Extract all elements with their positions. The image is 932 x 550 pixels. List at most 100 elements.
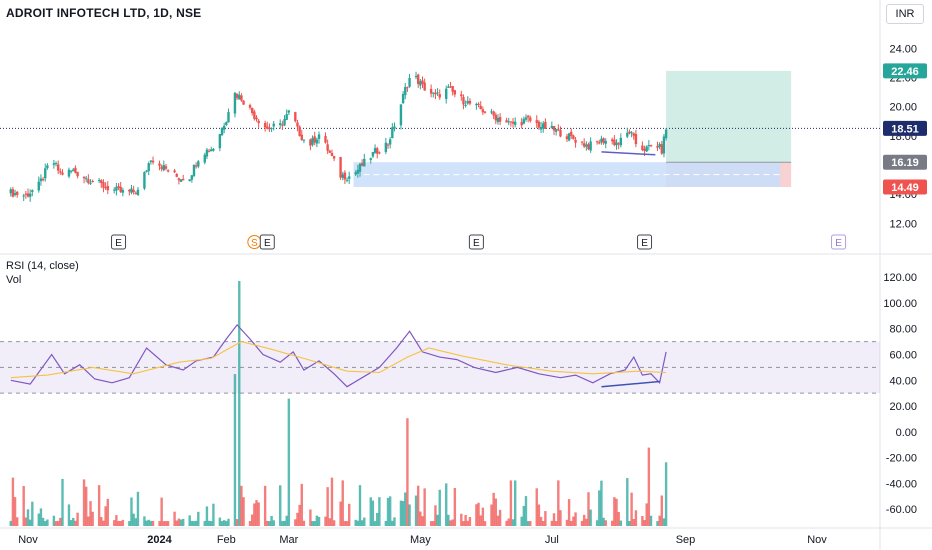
volume-bar: [567, 499, 571, 526]
candle-body: [72, 169, 75, 172]
candle: [662, 134, 666, 158]
earnings-event-marker[interactable]: E: [637, 234, 653, 250]
candle: [552, 125, 556, 136]
candle-body: [369, 158, 372, 160]
volume-bar: [54, 521, 58, 526]
candle-body: [330, 152, 334, 156]
volume-bar: [250, 514, 254, 526]
candle: [72, 167, 75, 172]
earnings-event-marker[interactable]: E: [831, 234, 847, 250]
candle-body: [89, 182, 92, 184]
rsi-axis-tick: -20.00: [886, 453, 917, 465]
volume-bar: [46, 519, 49, 526]
split-event-marker[interactable]: S: [247, 235, 262, 250]
volume-bar: [117, 520, 120, 526]
volume-bar: [649, 515, 653, 526]
candle-body: [378, 152, 381, 154]
candle-body: [559, 130, 562, 137]
candle-body: [468, 100, 472, 104]
volume-bar: [56, 520, 60, 526]
volume-bar: [345, 521, 349, 526]
candle-body: [554, 129, 558, 132]
symbol-title[interactable]: ADROIT INFOTECH LTD, 1D, NSE: [6, 6, 202, 20]
volume-bar: [220, 521, 224, 526]
candle-body: [197, 161, 200, 167]
candle-body: [664, 129, 668, 139]
volume-bar: [565, 519, 569, 526]
volume-bar: [242, 497, 245, 526]
candle: [384, 137, 388, 155]
candle: [242, 100, 245, 106]
volume-bar: [91, 511, 94, 526]
volume-bar: [464, 515, 467, 526]
candle-body: [281, 124, 284, 126]
candle: [505, 117, 508, 123]
volume-bar: [89, 501, 92, 526]
volume-bar: [166, 521, 170, 526]
candle-body: [507, 121, 510, 123]
candle: [272, 120, 275, 131]
candle-body: [117, 186, 120, 188]
time-axis-tick: Mar: [279, 534, 298, 546]
candle-body: [113, 189, 116, 191]
volume-bar: [253, 503, 256, 526]
candle-body: [477, 103, 480, 105]
volume-bar: [41, 517, 45, 526]
candle: [253, 109, 256, 121]
candle-body: [257, 120, 260, 124]
candle: [423, 78, 426, 91]
candle-body: [542, 123, 545, 129]
rsi-indicator-label[interactable]: RSI (14, close): [6, 260, 79, 272]
candle-body: [56, 164, 60, 171]
candle: [332, 155, 336, 162]
price-label-bg: [883, 63, 927, 79]
candle: [197, 160, 200, 169]
volume-bar: [537, 504, 541, 526]
candle: [628, 129, 631, 135]
volume-bar: [149, 520, 153, 526]
volume-indicator-label[interactable]: Vol: [6, 274, 22, 286]
candle-body: [309, 139, 312, 146]
volume-bar: [416, 485, 420, 526]
volume-bar: [429, 521, 433, 526]
volume-bar: [511, 519, 515, 526]
volume-bar: [544, 511, 547, 526]
candle-body: [483, 111, 487, 113]
candle: [91, 179, 94, 183]
currency-button[interactable]: INR: [886, 4, 924, 24]
candle: [328, 149, 332, 154]
candle: [436, 88, 439, 96]
candle: [406, 86, 409, 92]
volume-bar: [309, 509, 312, 526]
earnings-event-marker[interactable]: E: [259, 234, 275, 250]
candle: [449, 81, 452, 88]
volume-bar: [386, 497, 390, 526]
candle: [483, 111, 487, 114]
volume-bar: [445, 483, 448, 526]
volume-bar: [507, 518, 510, 526]
volume-bar: [24, 517, 28, 526]
volume-bar: [358, 485, 362, 526]
volume-bar: [315, 515, 319, 526]
volume-bar: [641, 515, 644, 526]
earnings-event-marker[interactable]: E: [111, 234, 127, 250]
candle-body: [87, 179, 90, 184]
candle-body: [580, 141, 584, 143]
price-label-tag: 18.51: [883, 120, 927, 136]
candle: [9, 187, 12, 197]
candle-body: [419, 81, 422, 86]
volume-bar: [52, 515, 56, 526]
volume-bar: [356, 520, 360, 526]
candle-body: [160, 166, 163, 169]
volume-bar: [598, 490, 601, 526]
candle: [570, 128, 573, 139]
candle-body: [645, 146, 648, 152]
candle-body: [61, 172, 64, 175]
volume-bar: [59, 517, 62, 526]
candle: [634, 129, 638, 148]
candle: [76, 171, 79, 179]
candle: [210, 146, 213, 152]
candle: [363, 153, 366, 167]
earnings-event-marker[interactable]: E: [468, 234, 484, 250]
